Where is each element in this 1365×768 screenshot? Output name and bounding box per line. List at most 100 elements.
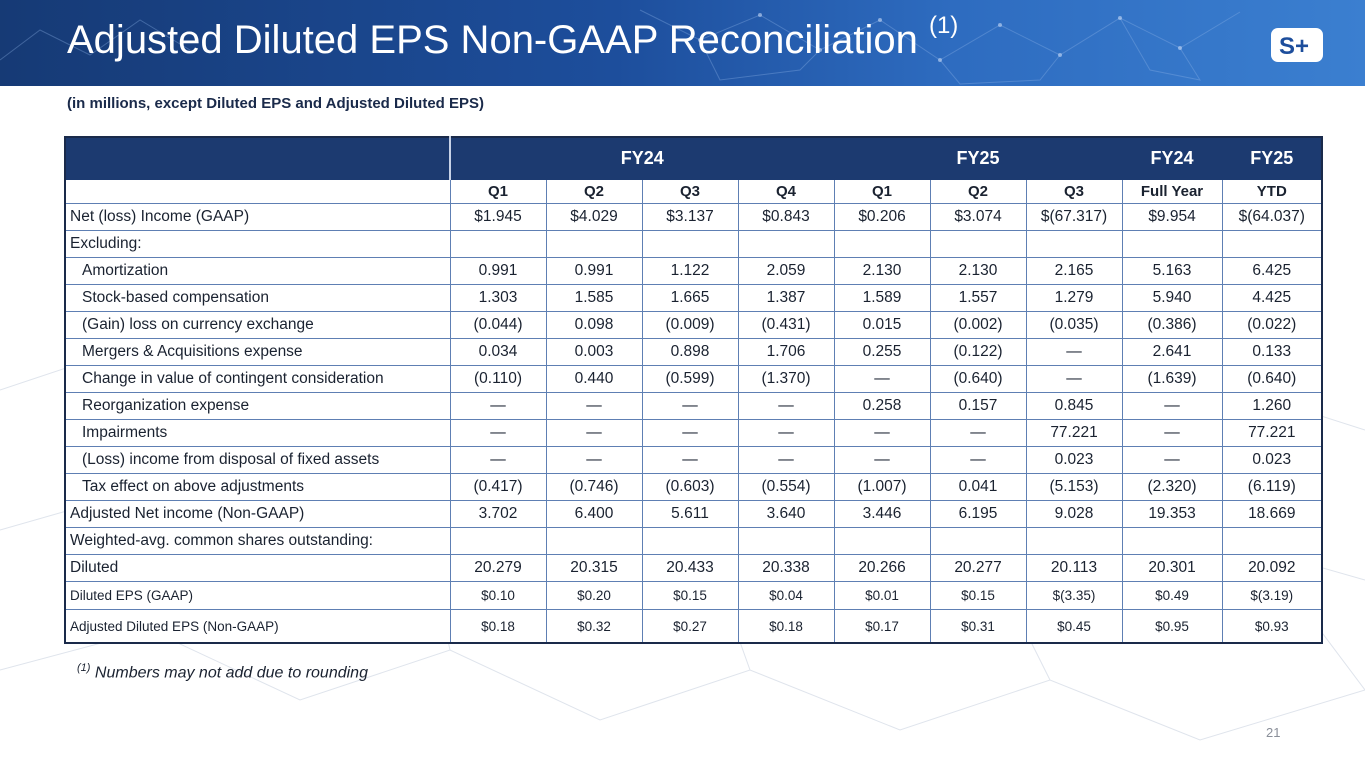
value-cell <box>929 230 1027 258</box>
value-cell: $0.45 <box>1025 609 1123 644</box>
value-cell: 20.266 <box>833 554 931 582</box>
row-label: Mergers & Acquisitions expense <box>64 338 451 366</box>
table-row: Amortization 0.991 0.991 1.122 2.059 2.130 2.1… <box>64 257 1323 285</box>
value-cell: $1.945 <box>449 203 547 231</box>
page-title: Adjusted Diluted EPS Non-GAAP Reconcilia… <box>67 12 958 63</box>
value-cell: 0.898 <box>641 338 739 366</box>
value-cell: 20.315 <box>545 554 643 582</box>
value-cell <box>1025 527 1123 555</box>
value-cell: 5.940 <box>1121 284 1223 312</box>
column-header: YTD <box>1221 179 1323 204</box>
value-cell: $9.954 <box>1121 203 1223 231</box>
footnote-text: Numbers may not add due to rounding <box>94 664 368 682</box>
value-cell: 1.122 <box>641 257 739 285</box>
period-header-row: Q1 Q2 Q3 Q4 Q1 Q2 Q3 Full Year YTD <box>64 179 1323 204</box>
eps-reconciliation-table: FY24 FY25 FY24 FY25 Q1 Q2 Q3 Q4 Q1 Q2 Q3… <box>64 136 1324 644</box>
row-label: Adjusted Net income (Non-GAAP) <box>64 500 451 528</box>
table-row: Reorganization expense — — — —0.258 0.157 0.84… <box>64 392 1323 420</box>
table-row: Impairments — — — — — —77.221—77.221 <box>64 419 1323 447</box>
value-cell: 2.059 <box>737 257 835 285</box>
value-cell: (0.554) <box>737 473 835 501</box>
value-cell: $0.31 <box>929 609 1027 644</box>
row-label: Stock-based compensation <box>64 284 451 312</box>
value-cell: $0.18 <box>449 609 547 644</box>
value-cell: (0.035) <box>1025 311 1123 339</box>
row-label: Diluted <box>64 554 451 582</box>
value-cell: 0.991 <box>545 257 643 285</box>
page-title-text: Adjusted Diluted EPS Non-GAAP Reconcilia… <box>67 18 918 62</box>
value-cell: — <box>1025 338 1123 366</box>
table-row: Change in value of contingent considerat… <box>64 365 1323 393</box>
value-cell: 0.133 <box>1221 338 1323 366</box>
value-cell: (0.009) <box>641 311 739 339</box>
value-cell: (0.022) <box>1221 311 1323 339</box>
value-cell: 20.433 <box>641 554 739 582</box>
value-cell: $0.93 <box>1221 609 1323 644</box>
value-cell: 1.557 <box>929 284 1027 312</box>
group-header-fy25-ytd: FY25 <box>1221 136 1323 180</box>
value-cell: $0.49 <box>1121 581 1223 610</box>
value-cell: 0.157 <box>929 392 1027 420</box>
value-cell: $0.17 <box>833 609 931 644</box>
value-cell: $0.01 <box>833 581 931 610</box>
value-cell: (0.599) <box>641 365 739 393</box>
row-label: Tax effect on above adjustments <box>64 473 451 501</box>
value-cell: (0.417) <box>449 473 547 501</box>
value-cell: $0.27 <box>641 609 739 644</box>
row-label: Reorganization expense <box>64 392 451 420</box>
value-cell: 5.163 <box>1121 257 1223 285</box>
value-cell: (1.639) <box>1121 365 1223 393</box>
value-cell <box>1121 527 1223 555</box>
column-header: Q3 <box>641 179 739 204</box>
value-cell: $(64.037) <box>1221 203 1323 231</box>
value-cell <box>833 527 931 555</box>
value-cell: — <box>833 419 931 447</box>
value-cell: 19.353 <box>1121 500 1223 528</box>
value-cell <box>1121 230 1223 258</box>
value-cell: 1.279 <box>1025 284 1123 312</box>
table-row: Tax effect on above adjustments (0.417) (0… <box>64 473 1323 501</box>
value-cell <box>737 527 835 555</box>
title-banner: Adjusted Diluted EPS Non-GAAP Reconcilia… <box>0 0 1365 86</box>
column-header: Q1 <box>833 179 931 204</box>
value-cell: (2.320) <box>1121 473 1223 501</box>
value-cell: 1.303 <box>449 284 547 312</box>
table-row: Adjusted Net income (Non-GAAP) 3.702 6.400… <box>64 500 1323 528</box>
value-cell: (0.122) <box>929 338 1027 366</box>
value-cell: — <box>929 419 1027 447</box>
value-cell: 0.098 <box>545 311 643 339</box>
value-cell: $0.15 <box>641 581 739 610</box>
value-cell: $0.18 <box>737 609 835 644</box>
value-cell: $3.074 <box>929 203 1027 231</box>
value-cell: 2.130 <box>833 257 931 285</box>
value-cell <box>449 230 547 258</box>
value-cell: 1.260 <box>1221 392 1323 420</box>
value-cell: — <box>737 419 835 447</box>
table-row: Diluted 20.279 20.315 20.433 20.338 20.266 20.… <box>64 554 1323 582</box>
value-cell: 0.991 <box>449 257 547 285</box>
value-cell: 1.387 <box>737 284 835 312</box>
value-cell <box>449 527 547 555</box>
table-row: Mergers & Acquisitions expense 0.034 0.003… <box>64 338 1323 366</box>
value-cell: 9.028 <box>1025 500 1123 528</box>
value-cell: 0.023 <box>1221 446 1323 474</box>
footnote-marker: (1) <box>77 662 91 674</box>
value-cell <box>1221 230 1323 258</box>
value-cell: 0.023 <box>1025 446 1123 474</box>
value-cell: (0.110) <box>449 365 547 393</box>
value-cell: — <box>833 446 931 474</box>
value-cell <box>641 527 739 555</box>
value-cell: $(3.35) <box>1025 581 1123 610</box>
value-cell: $(67.317) <box>1025 203 1123 231</box>
column-header: Q3 <box>1025 179 1123 204</box>
group-header-fy24-full-year: FY24 <box>1121 136 1223 180</box>
row-label: Excluding: <box>64 230 451 258</box>
value-cell: $0.843 <box>737 203 835 231</box>
value-cell: (0.044) <box>449 311 547 339</box>
value-cell: 0.034 <box>449 338 547 366</box>
value-cell: — <box>449 392 547 420</box>
column-header: Q4 <box>737 179 835 204</box>
row-label: Diluted EPS (GAAP) <box>64 581 451 610</box>
value-cell: — <box>641 419 739 447</box>
value-cell: $0.20 <box>545 581 643 610</box>
